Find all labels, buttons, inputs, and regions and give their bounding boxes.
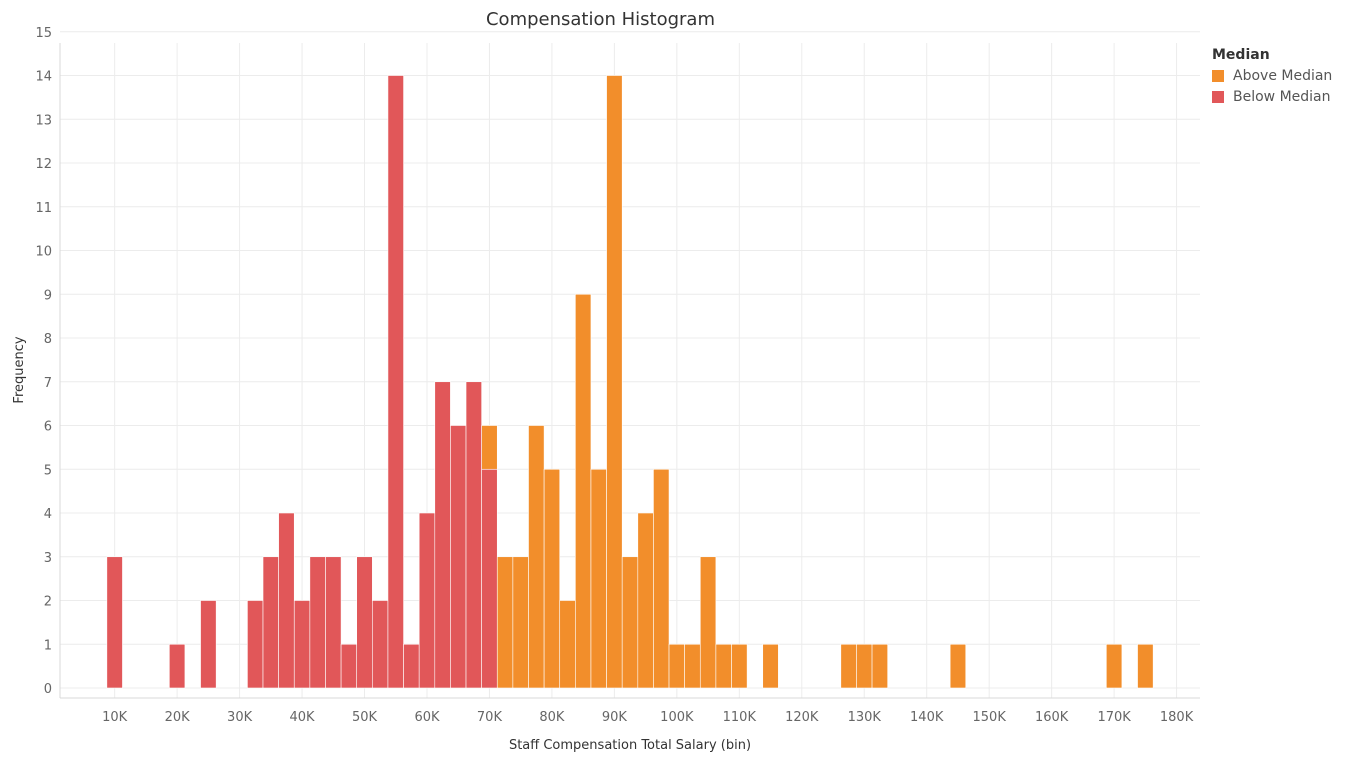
bar-below-median[interactable] — [106, 556, 123, 689]
y-tick-label: 3 — [44, 551, 52, 566]
x-tick-label: 50K — [352, 710, 378, 725]
x-tick-label: 140K — [910, 710, 944, 725]
bar-below-median[interactable] — [434, 381, 451, 689]
bar-above-median[interactable] — [762, 643, 779, 689]
y-tick-label: 11 — [35, 201, 52, 216]
bar-below-median[interactable] — [418, 512, 436, 689]
x-tick-label: 20K — [165, 710, 191, 725]
legend-label-above-median: Above Median — [1233, 67, 1333, 84]
legend-label-below-median: Below Median — [1233, 88, 1331, 105]
legend[interactable]: Median Above Median Below Median — [1212, 47, 1332, 107]
bar-below-median[interactable] — [278, 512, 295, 689]
legend-item-below-median[interactable]: Below Median — [1212, 86, 1332, 107]
bar-above-median[interactable] — [1106, 643, 1123, 689]
bar-below-median[interactable] — [450, 425, 467, 689]
bar-above-median[interactable] — [840, 643, 857, 689]
bar-below-median[interactable] — [465, 381, 482, 689]
bar-above-median[interactable] — [1137, 643, 1154, 689]
bar-below-median[interactable] — [387, 75, 404, 689]
x-axis-title: Staff Compensation Total Salary (bin) — [509, 738, 751, 753]
bar-above-median[interactable] — [871, 643, 888, 689]
x-tick-label: 160K — [1035, 710, 1069, 725]
y-tick-label: 9 — [44, 288, 52, 303]
x-tick-label: 150K — [973, 710, 1007, 725]
bar-above-median[interactable] — [543, 468, 561, 689]
bar-below-median[interactable] — [200, 600, 217, 689]
y-tick-label: 12 — [35, 157, 52, 172]
bar-above-median[interactable] — [731, 643, 748, 689]
bar-below-median[interactable] — [481, 468, 498, 689]
legend-swatch-below-median — [1212, 90, 1224, 103]
bar-above-median[interactable] — [575, 293, 592, 689]
bar-below-median[interactable] — [403, 643, 420, 689]
y-tick-label: 0 — [44, 682, 52, 697]
y-tick-label: 4 — [44, 507, 52, 522]
y-tick-label: 7 — [44, 376, 52, 391]
bar-below-median[interactable] — [262, 556, 279, 689]
bar-below-median[interactable] — [247, 600, 264, 689]
chart-title: Compensation Histogram — [485, 9, 715, 30]
bar-above-median[interactable] — [715, 643, 732, 689]
bar-layer — [106, 75, 1154, 689]
legend-item-above-median[interactable]: Above Median — [1212, 65, 1332, 86]
bar-below-median[interactable] — [372, 600, 389, 689]
bar-above-median[interactable] — [512, 556, 529, 689]
x-tick-label: 170K — [1097, 710, 1131, 725]
y-tick-label: 1 — [44, 638, 52, 653]
bar-above-median[interactable] — [496, 556, 514, 689]
bar-above-median[interactable] — [606, 75, 623, 689]
y-tick-label: 13 — [35, 113, 52, 128]
bar-below-median[interactable] — [309, 556, 326, 689]
x-tick-label: 90K — [602, 710, 628, 725]
y-tick-label: 5 — [44, 463, 52, 478]
bar-above-median[interactable] — [528, 425, 545, 689]
y-tick-label: 6 — [44, 420, 52, 435]
x-tick-label: 130K — [848, 710, 882, 725]
bar-above-median[interactable] — [949, 643, 967, 689]
y-tick-label: 8 — [44, 332, 52, 347]
bar-above-median[interactable] — [637, 512, 654, 689]
x-tick-label: 10K — [102, 710, 128, 725]
legend-swatch-above-median — [1212, 69, 1224, 82]
bar-above-median[interactable] — [590, 468, 607, 689]
y-tick-label: 15 — [35, 26, 52, 41]
bar-above-median[interactable] — [559, 600, 576, 689]
legend-title: Median — [1212, 47, 1270, 63]
y-axis-title: Frequency — [12, 336, 27, 403]
bar-above-median[interactable] — [481, 425, 498, 470]
bar-above-median[interactable] — [668, 643, 685, 689]
bar-above-median[interactable] — [653, 468, 670, 689]
x-tick-label: 180K — [1160, 710, 1194, 725]
x-tick-label: 80K — [539, 710, 565, 725]
x-tick-label: 100K — [660, 710, 694, 725]
x-tick-label: 60K — [414, 710, 440, 725]
bar-above-median[interactable] — [684, 643, 701, 689]
bar-below-median[interactable] — [325, 556, 342, 689]
y-tick-label: 14 — [35, 70, 52, 85]
x-tick-label: 110K — [723, 710, 757, 725]
bar-above-median[interactable] — [699, 556, 717, 689]
bar-below-median[interactable] — [356, 556, 373, 689]
x-tick-label: 40K — [290, 710, 316, 725]
y-tick-label: 10 — [35, 245, 52, 260]
y-tick-label: 2 — [44, 595, 52, 610]
bar-below-median[interactable] — [340, 643, 358, 689]
x-tick-label: 70K — [477, 710, 503, 725]
x-tick-label: 30K — [227, 710, 253, 725]
x-tick-label: 120K — [785, 710, 819, 725]
bar-above-median[interactable] — [856, 643, 873, 689]
bar-above-median[interactable] — [621, 556, 639, 689]
bar-below-median[interactable] — [293, 600, 311, 689]
bar-below-median[interactable] — [169, 643, 186, 689]
